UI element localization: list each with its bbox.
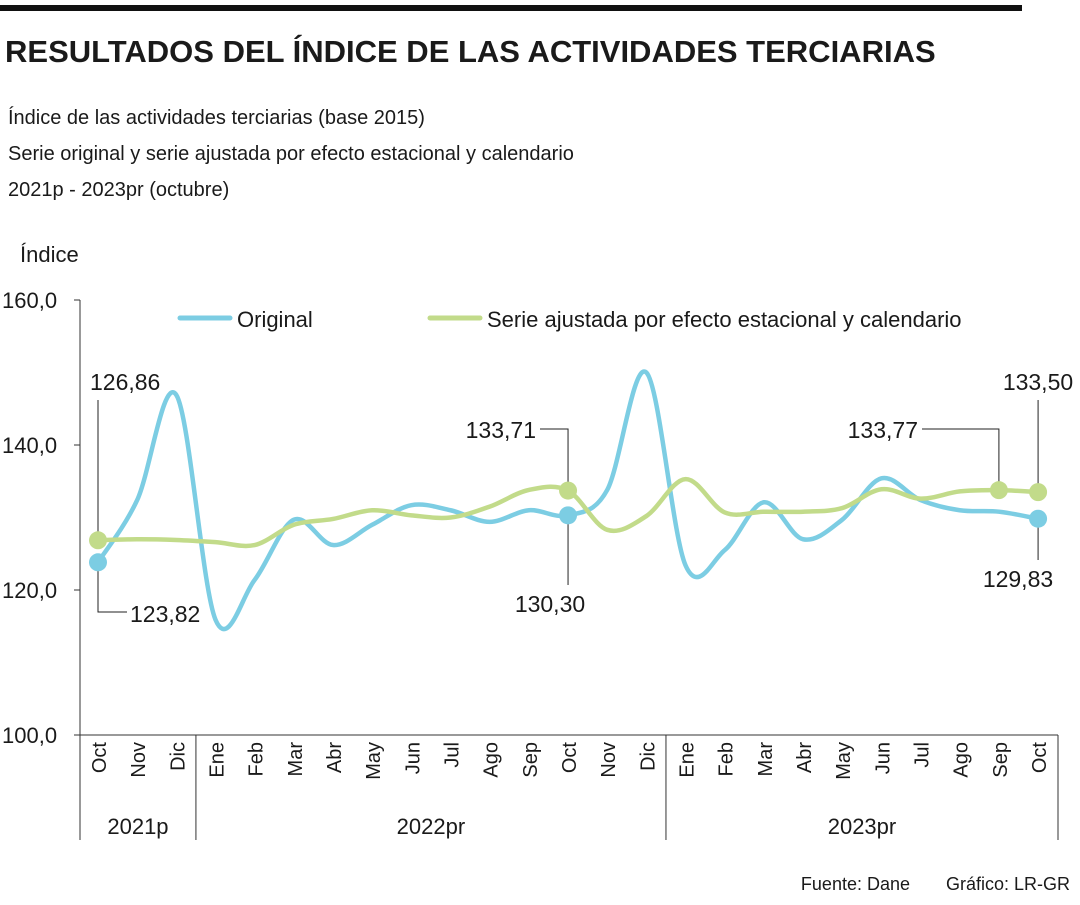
data-point-marker	[989, 481, 1008, 500]
x-tick-label: Dic	[167, 742, 189, 771]
x-tick-label: Jun	[872, 742, 894, 774]
x-tick-label: Dic	[637, 742, 659, 771]
x-tick-label: Oct	[1029, 742, 1051, 774]
data-label: 126,86	[90, 369, 160, 395]
data-point-marker	[89, 531, 107, 550]
x-tick-label: May	[833, 742, 855, 780]
x-tick-label: Sep	[990, 742, 1012, 778]
y-axis-label: Índice	[20, 242, 79, 267]
x-tick-label: Nov	[598, 742, 620, 778]
x-tick-label: Oct	[559, 742, 581, 774]
data-label: 133,77	[848, 417, 918, 443]
data-label: 123,82	[130, 601, 200, 627]
y-tick-label: 120,0	[2, 578, 57, 603]
annotation-leader	[540, 428, 569, 491]
year-label: 2021p	[107, 814, 168, 839]
data-label: 133,50	[1003, 369, 1073, 395]
x-tick-label: Feb	[246, 742, 268, 776]
x-tick-label: Jul	[912, 742, 934, 768]
subtitle-line-2: Serie original y serie ajustada por efec…	[8, 143, 574, 165]
x-tick-label: Nov	[128, 742, 150, 778]
y-tick-label: 140,0	[2, 433, 57, 458]
annotation-leader	[97, 562, 127, 613]
x-tick-label: May	[363, 742, 385, 780]
x-tick-label: Oct	[89, 742, 111, 774]
x-tick-label: Ago	[481, 742, 503, 778]
y-tick-label: 100,0	[2, 723, 57, 748]
legend-label-original: Original	[237, 307, 313, 332]
x-tick-label: Mar	[755, 742, 777, 777]
x-tick-label: Ago	[951, 742, 973, 778]
y-tick-label: 160,0	[2, 288, 57, 313]
x-tick-label: Ene	[677, 742, 699, 778]
year-label: 2022pr	[397, 814, 466, 839]
axes: 100,0 120,0 140,0 160,0 Oct Nov Dic Ene Feb Mar Ab…	[2, 288, 1059, 840]
data-point-marker	[559, 481, 578, 500]
data-label: 133,71	[466, 417, 536, 443]
data-label: 129,83	[983, 566, 1053, 592]
x-tick-label: Mar	[285, 742, 307, 777]
data-point-marker	[1029, 483, 1048, 502]
data-point-marker	[89, 553, 107, 572]
annotations: 126,86 123,82 133,71 130,30 133,77 133,50 129,…	[89, 369, 1073, 627]
x-tick-label: Abr	[794, 742, 816, 773]
data-point-marker	[1029, 509, 1048, 528]
year-label: 2023pr	[828, 814, 897, 839]
footer-source: Fuente: Dane	[801, 874, 910, 894]
data-point-marker	[559, 506, 578, 525]
x-tick-label: Abr	[324, 742, 346, 773]
legend: Original Serie ajustada por efecto estac…	[177, 307, 962, 332]
x-tick-label: Sep	[520, 742, 542, 778]
x-tick-label: Jul	[442, 742, 464, 768]
subtitle-line-3: 2021p - 2023pr (octubre)	[8, 179, 229, 201]
subtitle-line-1: Índice de las actividades terciarias (ba…	[8, 106, 425, 129]
annotation-leader	[922, 428, 1000, 491]
footer-credit: Gráfico: LR-GR	[946, 874, 1070, 894]
legend-label-adjusted: Serie ajustada por efecto estacional y c…	[487, 307, 962, 332]
chart-title: RESULTADOS DEL ÍNDICE DE LAS ACTIVIDADES…	[5, 34, 936, 69]
x-tick-label: Ene	[207, 742, 229, 778]
data-label: 130,30	[515, 591, 585, 617]
top-rule	[0, 5, 1022, 11]
x-tick-label: Feb	[716, 742, 738, 776]
x-tick-label: Jun	[402, 742, 424, 774]
